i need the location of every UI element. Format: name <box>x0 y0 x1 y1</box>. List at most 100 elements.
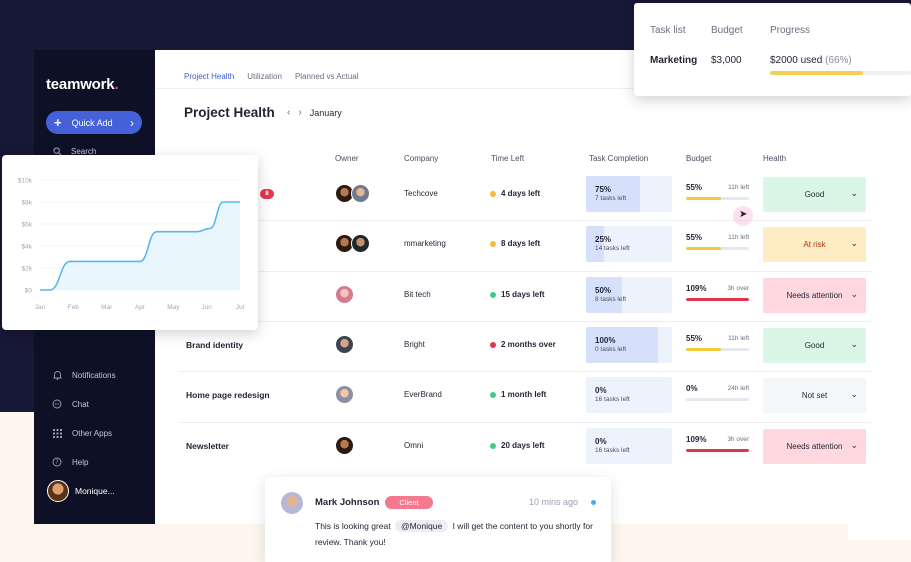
health-label: Needs attention <box>786 291 843 300</box>
completion-percent: 75% <box>595 185 612 194</box>
chevron-down-icon: ⌄ <box>850 339 858 349</box>
y-tick-label: $10k <box>18 178 33 185</box>
chevron-left-icon[interactable]: ‹ <box>287 107 291 118</box>
column-header-owner: Owner <box>335 154 359 163</box>
logo: teamwork. <box>46 76 119 93</box>
mention-tag[interactable]: @Monique <box>394 520 449 532</box>
x-tick-label: Jun <box>201 304 212 311</box>
completion-bar <box>586 277 622 313</box>
task-completion-cell[interactable]: 0% 16 tasks left <box>586 377 672 413</box>
line-chart: $10k $8k $6k $4k $2k $0 Jan Feb Mar Apr May Jun Jul <box>18 178 245 312</box>
avatar[interactable] <box>351 234 370 253</box>
budget-bar <box>686 197 749 200</box>
sidebar-item-other-apps[interactable]: Other Apps <box>52 428 112 438</box>
company-name: Bright <box>404 340 425 349</box>
progress-bar <box>770 71 911 75</box>
notification-badge: 8 <box>260 189 274 199</box>
project-name[interactable]: Home page redesign <box>186 390 270 400</box>
avatar[interactable] <box>335 385 354 404</box>
task-completion-cell[interactable]: 25% 14 tasks left <box>586 226 672 262</box>
chevron-right-icon[interactable]: › <box>298 107 302 118</box>
time-left: 4 days left <box>490 189 540 198</box>
task-name: Marketing <box>650 55 698 66</box>
budget-bar <box>686 298 749 301</box>
budget-bar-fill <box>686 449 749 452</box>
x-tick-label: Feb <box>68 304 80 311</box>
tab-utilization[interactable]: Utilization <box>247 72 282 81</box>
progress-bar-fill <box>770 71 864 75</box>
health-dropdown[interactable]: Not set ⌄ <box>763 378 866 413</box>
avatar[interactable] <box>335 436 354 455</box>
x-tick-label: Jul <box>236 304 245 311</box>
task-list-card: Task list Budget Progress Marketing $3,0… <box>634 3 911 96</box>
health-dropdown[interactable]: Good ⌄ <box>763 177 866 212</box>
tab-bar: Project Health Utilization Planned vs Ac… <box>184 72 359 81</box>
budget-bar-fill <box>686 298 749 301</box>
chevron-down-icon: ⌄ <box>850 440 858 450</box>
progress-header: Progress <box>770 25 811 36</box>
quick-add-button[interactable]: + Quick Add › <box>46 111 142 134</box>
sidebar-item-label: Notifications <box>72 370 116 380</box>
cursor-highlight <box>733 206 753 226</box>
health-dropdown[interactable]: Needs attention ⌄ <box>763 278 866 313</box>
health-dropdown[interactable]: Needs attention ⌄ <box>763 429 866 464</box>
sidebar-item-label: Help <box>72 457 89 467</box>
task-completion-cell[interactable]: 100% 0 tasks left <box>586 327 672 363</box>
budget-hours: 11h left <box>728 184 749 191</box>
row-divider <box>180 371 871 372</box>
completion-percent: 100% <box>595 336 616 345</box>
budget-bar <box>686 398 749 401</box>
search-icon <box>52 146 62 156</box>
help-icon: ? <box>52 457 62 467</box>
avatar[interactable] <box>351 184 370 203</box>
task-completion-cell[interactable]: 0% 16 tasks left <box>586 428 672 464</box>
status-dot-icon <box>490 190 496 197</box>
commenter-name: Mark Johnson <box>315 497 380 508</box>
budget-percent: 0% <box>686 384 698 393</box>
avatar[interactable] <box>335 285 354 304</box>
series-line <box>40 201 240 291</box>
budget-percent: 55% <box>686 183 703 192</box>
tasks-left: 16 tasks left <box>595 396 630 403</box>
sidebar-item-chat[interactable]: Chat <box>52 399 89 409</box>
progress-value: $2000 used (66%) <box>770 55 852 66</box>
tab-planned-vs-actual[interactable]: Planned vs Actual <box>294 72 359 81</box>
project-name[interactable]: Newsletter <box>186 441 229 451</box>
task-completion-cell[interactable]: 50% 8 tasks left <box>586 277 672 313</box>
completion-bar <box>586 226 604 262</box>
completion-percent: 0% <box>595 437 607 446</box>
status-dot-icon <box>490 391 496 398</box>
budget-bar <box>686 348 749 351</box>
time-left: 15 days left <box>490 290 545 299</box>
health-dropdown[interactable]: Good ⌄ <box>763 328 866 363</box>
user-profile[interactable]: Monique... <box>47 480 115 502</box>
budget-header: Budget <box>711 25 743 36</box>
divider <box>155 88 911 89</box>
budget-bar-fill <box>686 247 721 250</box>
plus-icon: + <box>54 115 62 130</box>
sidebar-item-help[interactable]: ? Help <box>52 457 88 467</box>
tasks-left: 16 tasks left <box>595 447 630 454</box>
time-left: 8 days left <box>490 239 540 248</box>
completion-bar <box>586 176 640 212</box>
unread-dot-icon <box>591 500 596 505</box>
project-name[interactable]: Brand identity <box>186 340 244 350</box>
row-divider <box>180 220 871 221</box>
task-completion-cell[interactable]: 75% 7 tasks left <box>586 176 672 212</box>
tasks-left: 14 tasks left <box>595 245 630 252</box>
chevron-right-icon: › <box>130 115 134 130</box>
sidebar-item-label: Other Apps <box>72 428 113 438</box>
bell-icon <box>52 370 62 380</box>
client-badge: Client <box>385 496 433 509</box>
tab-project-health[interactable]: Project Health <box>184 72 235 81</box>
company-name: Techcove <box>404 189 438 198</box>
budget-percent: 55% <box>686 233 703 242</box>
health-label: Not set <box>801 391 828 400</box>
health-dropdown[interactable]: At risk ⌄ <box>763 227 866 262</box>
sidebar-item-notifications[interactable]: Notifications <box>52 370 116 380</box>
task-list-header: Task list <box>650 25 686 36</box>
sidebar-search[interactable]: Search <box>52 146 96 156</box>
avatar[interactable] <box>335 335 354 354</box>
budget-chart-card: $10k $8k $6k $4k $2k $0 Jan Feb Mar Apr May Jun Jul <box>2 155 258 330</box>
y-tick-label: $0 <box>25 288 33 295</box>
